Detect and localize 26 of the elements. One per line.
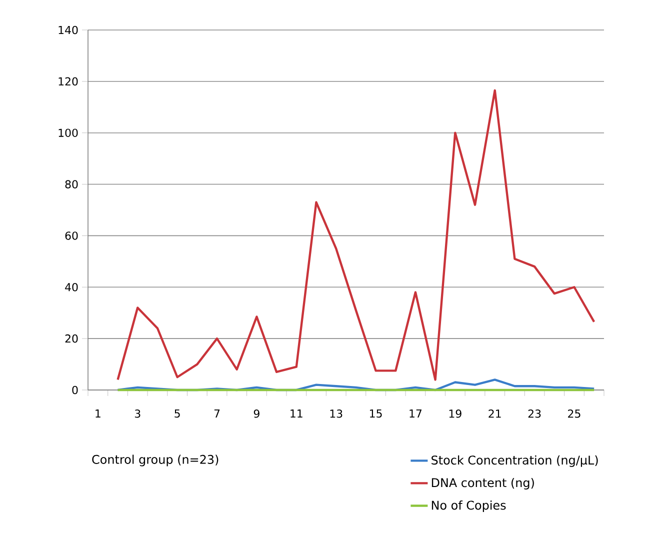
x-tick-label: 9 xyxy=(254,410,260,418)
x-tick-label: 1 xyxy=(96,410,100,418)
x-tick-label: 13 xyxy=(330,410,342,418)
x-tick-label: 15 xyxy=(370,410,382,418)
legend-label: DNA content (ng) xyxy=(432,478,534,490)
x-tick-label: 21 xyxy=(488,410,501,418)
x-tick-label: 17 xyxy=(410,410,422,418)
x-tick-label: 23 xyxy=(528,410,541,418)
y-tick-label: 60 xyxy=(65,232,78,240)
y-tick-label: 120 xyxy=(58,77,78,86)
x-tick-label: 25 xyxy=(568,410,580,418)
y-tick-label: 0 xyxy=(72,386,78,394)
y-tick-label: 40 xyxy=(65,282,78,292)
y-tick-label: 80 xyxy=(65,180,78,188)
legend-label: Stock Concentration (ng/µL) xyxy=(432,455,598,467)
x-tick-label: 3 xyxy=(134,410,140,418)
x-axis-title: Control group (n=23) xyxy=(92,454,218,466)
legend-label: No of Copies xyxy=(432,500,506,512)
x-tick-label: 19 xyxy=(449,410,462,418)
y-tick-label: 20 xyxy=(65,334,78,343)
x-tick-label: 7 xyxy=(214,410,220,418)
y-tick-label: 100 xyxy=(58,128,78,137)
x-tick-label: 5 xyxy=(174,410,180,418)
line-series xyxy=(116,89,596,381)
y-tick-label: 140 xyxy=(58,26,78,34)
x-tick-label: 11 xyxy=(290,410,302,418)
